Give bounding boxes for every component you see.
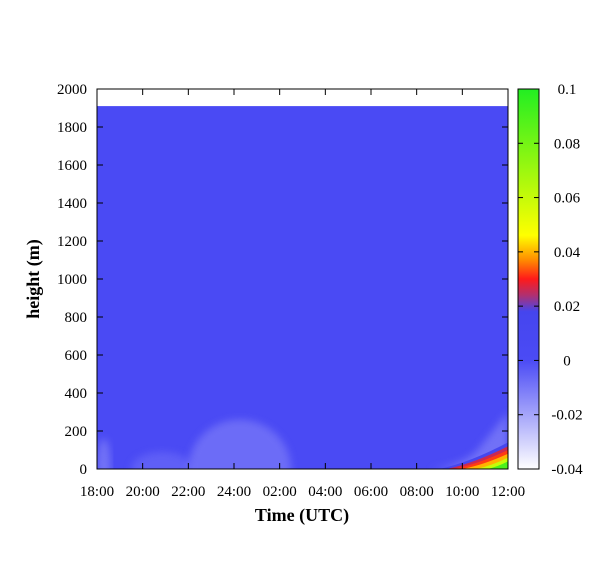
heatmap-background-field	[97, 106, 508, 469]
y-tick-label: 1600	[57, 158, 87, 174]
colorbar-gradient	[517, 88, 540, 470]
colorbar-tick-label: 0.1	[558, 82, 577, 98]
y-axis-title: height (m)	[23, 239, 44, 319]
x-tick-label: 04:00	[308, 484, 342, 500]
y-tick-label: 1200	[57, 234, 87, 250]
y-tick-label: 800	[65, 310, 88, 326]
heatmap-feature	[188, 419, 292, 469]
x-axis-ticks: 18:00 20:00 22:00 24:00 02:00 04:00 06:00 08:00…	[80, 89, 525, 500]
x-tick-label: 08:00	[400, 484, 434, 500]
heatmap-feature	[97, 438, 111, 469]
y-axis-ticks: 0 200 400 600 800 1000 1200 1400 1600 1800 2000	[57, 82, 508, 478]
heatmap-feature	[131, 451, 193, 469]
y-tick-label: 1800	[57, 120, 87, 136]
colorbar-tick-label: 0.08	[554, 136, 580, 152]
colorbar: 0.1 0.08 0.06 0.04 0.02 0 -0.02 -0.04	[517, 82, 583, 478]
x-tick-label: 20:00	[126, 484, 160, 500]
x-tick-label: 02:00	[263, 484, 297, 500]
x-tick-label: 18:00	[80, 484, 114, 500]
y-tick-label: 600	[65, 348, 88, 364]
x-tick-label: 12:00	[491, 484, 525, 500]
y-tick-label: 0	[80, 462, 88, 478]
colorbar-tick-label: 0.06	[554, 191, 581, 207]
colorbar-ticks: 0.1 0.08 0.06 0.04 0.02 0 -0.02 -0.04	[518, 82, 583, 478]
y-tick-label: 2000	[57, 82, 87, 98]
y-tick-label: 1400	[57, 196, 87, 212]
x-tick-label: 22:00	[171, 484, 205, 500]
x-tick-label: 06:00	[354, 484, 388, 500]
colorbar-tick-label: 0.02	[554, 299, 580, 315]
colorbar-tick-label: 0	[563, 353, 571, 369]
colorbar-tick-label: -0.02	[551, 408, 582, 424]
heatmap-feature	[487, 461, 508, 469]
colorbar-tick-label: 0.04	[554, 245, 581, 261]
plot-area: 18:00 20:00 22:00 24:00 02:00 04:00 06:00 08:00…	[57, 82, 525, 500]
colorbar-tick-label: -0.04	[551, 462, 583, 478]
x-axis-title: Time (UTC)	[255, 505, 349, 526]
x-tick-label: 10:00	[445, 484, 479, 500]
y-tick-label: 400	[65, 386, 88, 402]
y-tick-label: 200	[65, 424, 88, 440]
heatmap-field	[97, 106, 508, 469]
x-tick-label: 24:00	[217, 484, 251, 500]
y-tick-label: 1000	[57, 272, 87, 288]
